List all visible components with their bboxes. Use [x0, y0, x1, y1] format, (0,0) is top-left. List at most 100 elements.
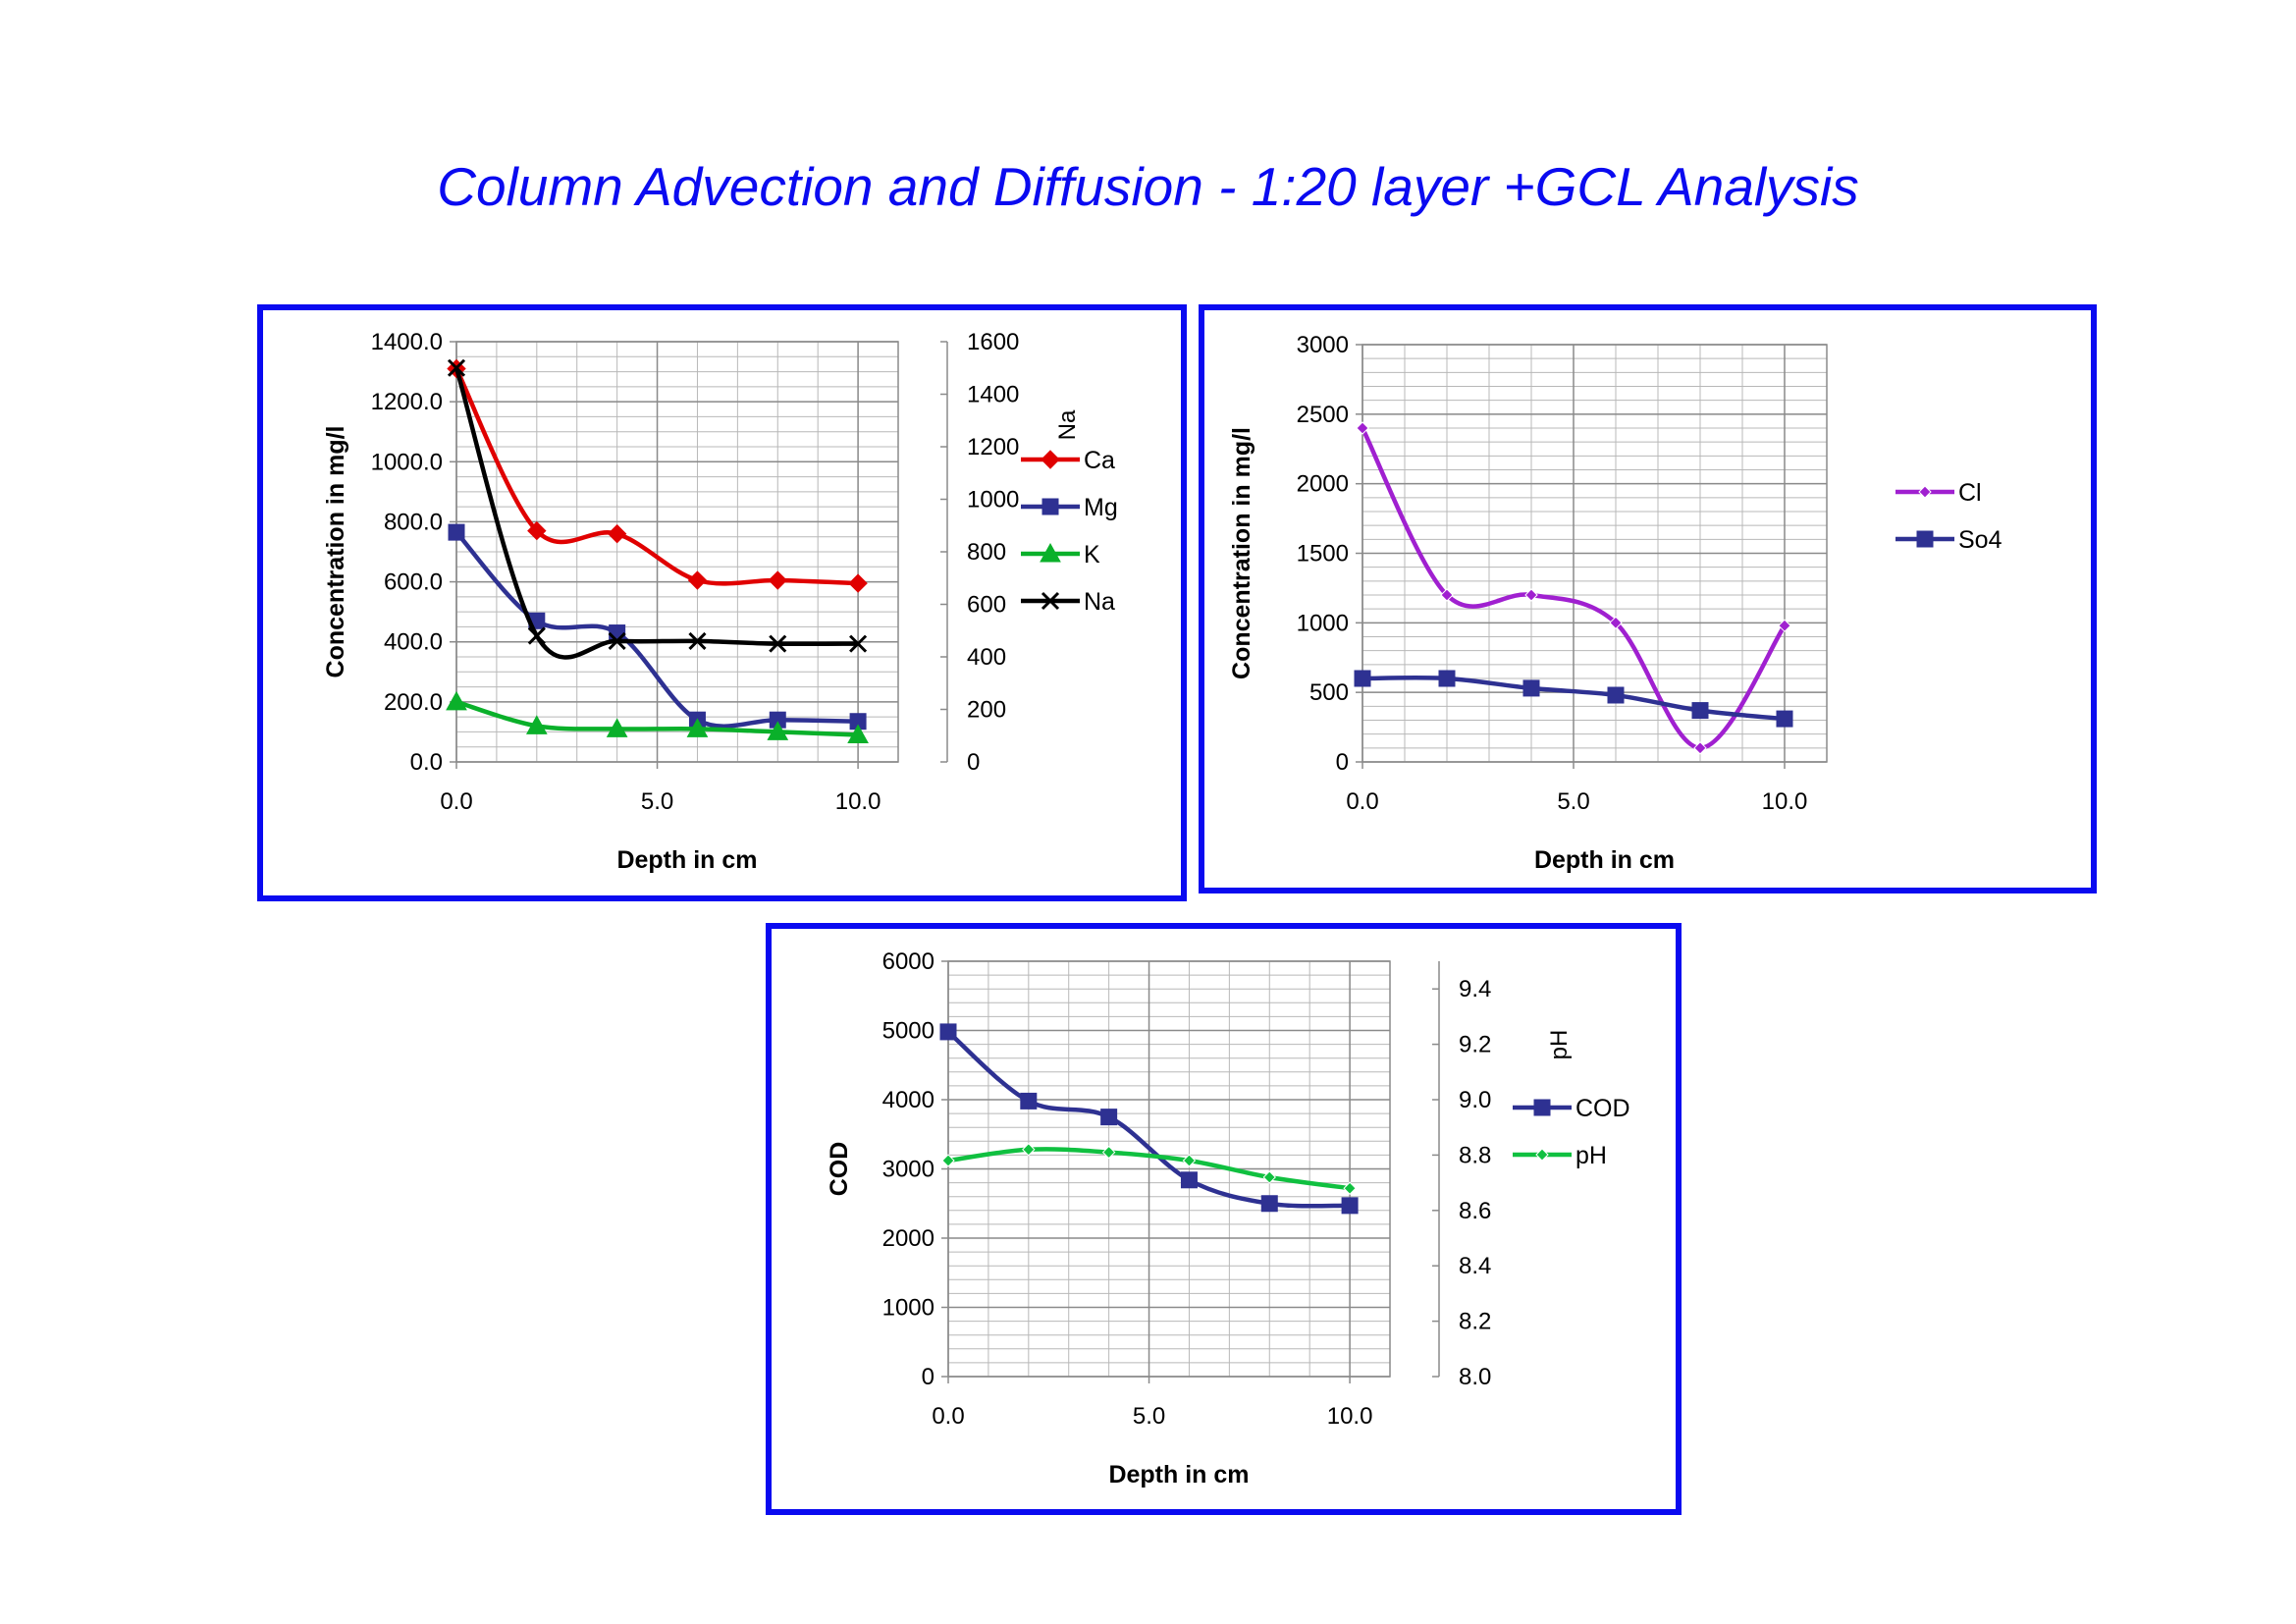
series-ph-point — [1343, 1181, 1357, 1195]
legend-mg-label: Mg — [1084, 494, 1118, 521]
series-so4 — [1354, 670, 1793, 728]
series-k-point — [686, 718, 709, 737]
y2-tick-label: 1200 — [967, 434, 1019, 460]
x-tick-label: 5.0 — [1557, 788, 1589, 815]
x-axis-label: Depth in cm — [1108, 1461, 1249, 1489]
legend-cod-point — [1533, 1099, 1551, 1116]
series-na-point — [849, 634, 868, 653]
y-tick-label: 3000 — [882, 1157, 934, 1183]
series-cl-point — [1356, 421, 1369, 435]
series-mg-point — [609, 624, 626, 642]
y-tick-label: 1500 — [1297, 541, 1349, 568]
series-na — [447, 358, 868, 660]
series-ph-point — [941, 1154, 955, 1167]
y2-tick-label: 8.4 — [1459, 1253, 1491, 1279]
series-cod-point — [1260, 1195, 1278, 1213]
y2-tick-label: 1600 — [967, 329, 1019, 355]
series-so4-point — [1522, 679, 1540, 697]
legend-cod-label: COD — [1575, 1095, 1630, 1122]
legend-mg-point — [1041, 498, 1059, 515]
legend-na-point — [1041, 591, 1060, 611]
y2-tick-label: 0 — [967, 749, 980, 776]
series-ca-point — [527, 520, 547, 541]
legend-ca-label: Ca — [1084, 447, 1115, 474]
series-ph-point — [1182, 1154, 1197, 1167]
series-cl-point — [1778, 619, 1791, 632]
legend: Ca Mg K Na — [1021, 447, 1118, 616]
y-tick-label: 2000 — [882, 1225, 934, 1252]
y2-axis-label: Na — [1054, 409, 1081, 440]
y2-tick-label: 9.4 — [1459, 976, 1491, 1002]
y-tick-label: 2000 — [1297, 471, 1349, 498]
series-ca-point — [848, 573, 868, 593]
y2-tick-label: 9.0 — [1459, 1087, 1491, 1113]
chart-cod-ph: 0 1000 2000 3000 4000 5000 6000 0.0 5.0 10.0 8.0 8.… — [826, 948, 1630, 1489]
y2-tick-label: 8.8 — [1459, 1142, 1491, 1168]
series-ca-point — [607, 523, 627, 544]
y2-tick-label: 400 — [967, 644, 1006, 671]
page-title: Column Advection and Diffusion - 1:20 la… — [437, 156, 1859, 217]
x-tick-label: 0.0 — [932, 1403, 964, 1430]
y-tick-label: 800.0 — [384, 509, 443, 535]
y-tick-label: 0 — [1336, 749, 1349, 776]
legend: Cl So4 — [1896, 479, 2002, 554]
series-cl-line — [1360, 426, 1787, 751]
y-axis-label: COD — [826, 1142, 853, 1197]
y-tick-label: 0.0 — [410, 749, 443, 776]
y2-tick-label: 8.2 — [1459, 1309, 1491, 1335]
series-na-point — [688, 631, 707, 651]
y-tick-label: 4000 — [882, 1087, 934, 1113]
series-ph-point — [1101, 1145, 1116, 1160]
series-so4-point — [1691, 702, 1709, 720]
series-ph-line — [947, 1147, 1351, 1191]
series-k-point — [446, 690, 467, 711]
series-na-point — [769, 634, 787, 653]
series-mg-point — [448, 523, 465, 541]
series-k-point — [606, 718, 628, 737]
y-tick-label: 2500 — [1297, 402, 1349, 428]
x-tick-label: 5.0 — [1133, 1403, 1165, 1430]
legend-so4-point — [1916, 530, 1934, 548]
series-ph — [941, 1143, 1357, 1195]
y2-tick-label: 600 — [967, 592, 1006, 619]
y-tick-label: 1000 — [882, 1295, 934, 1322]
y-axis-label: Concentration in mg/l — [322, 426, 349, 678]
y2-tick-label: 800 — [967, 539, 1006, 566]
legend-k-point — [1040, 542, 1061, 563]
series-cl — [1356, 421, 1791, 755]
x-tick-label: 10.0 — [1762, 788, 1808, 815]
series-so4-point — [1438, 670, 1456, 687]
gridlines — [1362, 344, 1828, 763]
chart-panel-cod-ph: 0 1000 2000 3000 4000 5000 6000 0.0 5.0 10.0 8.0 8.… — [766, 923, 1682, 1515]
legend-cl-point — [1918, 485, 1932, 499]
series-na-point — [608, 631, 626, 651]
y-tick-label: 1400.0 — [371, 329, 443, 355]
series-na-point — [447, 358, 466, 377]
y2-tick-label: 8.6 — [1459, 1198, 1491, 1224]
y-tick-label: 3000 — [1297, 332, 1349, 358]
series-so4-line — [1362, 676, 1786, 722]
series-k — [446, 690, 869, 743]
series-cod — [939, 1023, 1359, 1215]
series-cl-point — [1524, 588, 1538, 602]
legend: COD pH — [1513, 1095, 1630, 1169]
y-tick-label: 5000 — [882, 1018, 934, 1045]
y2-tick-label: 1000 — [967, 487, 1019, 514]
legend-ph-point — [1535, 1148, 1549, 1162]
x-tick-label: 10.0 — [835, 788, 881, 815]
series-cl-point — [1693, 741, 1707, 755]
series-ph-point — [1022, 1143, 1036, 1157]
chart-panel-ions: 0.0 200.0 400.0 600.0 800.0 1000.0 1200.0 1400.… — [257, 304, 1187, 901]
series-so4-point — [1354, 670, 1371, 687]
chart-panel-anions: 0 500 1000 1500 2000 2500 3000 0.0 5.0 10.0 Depth … — [1199, 304, 2097, 893]
legend-ph-label: pH — [1575, 1142, 1607, 1169]
y-tick-label: 1000.0 — [371, 449, 443, 475]
y-tick-label: 400.0 — [384, 629, 443, 656]
series-cl-point — [1440, 588, 1454, 602]
series-cod-point — [1180, 1171, 1198, 1189]
y-tick-label: 200.0 — [384, 689, 443, 716]
x-axis-label: Depth in cm — [616, 846, 757, 874]
y-tick-label: 6000 — [882, 948, 934, 975]
x-tick-label: 0.0 — [440, 788, 472, 815]
y2-tick-label: 200 — [967, 697, 1006, 724]
